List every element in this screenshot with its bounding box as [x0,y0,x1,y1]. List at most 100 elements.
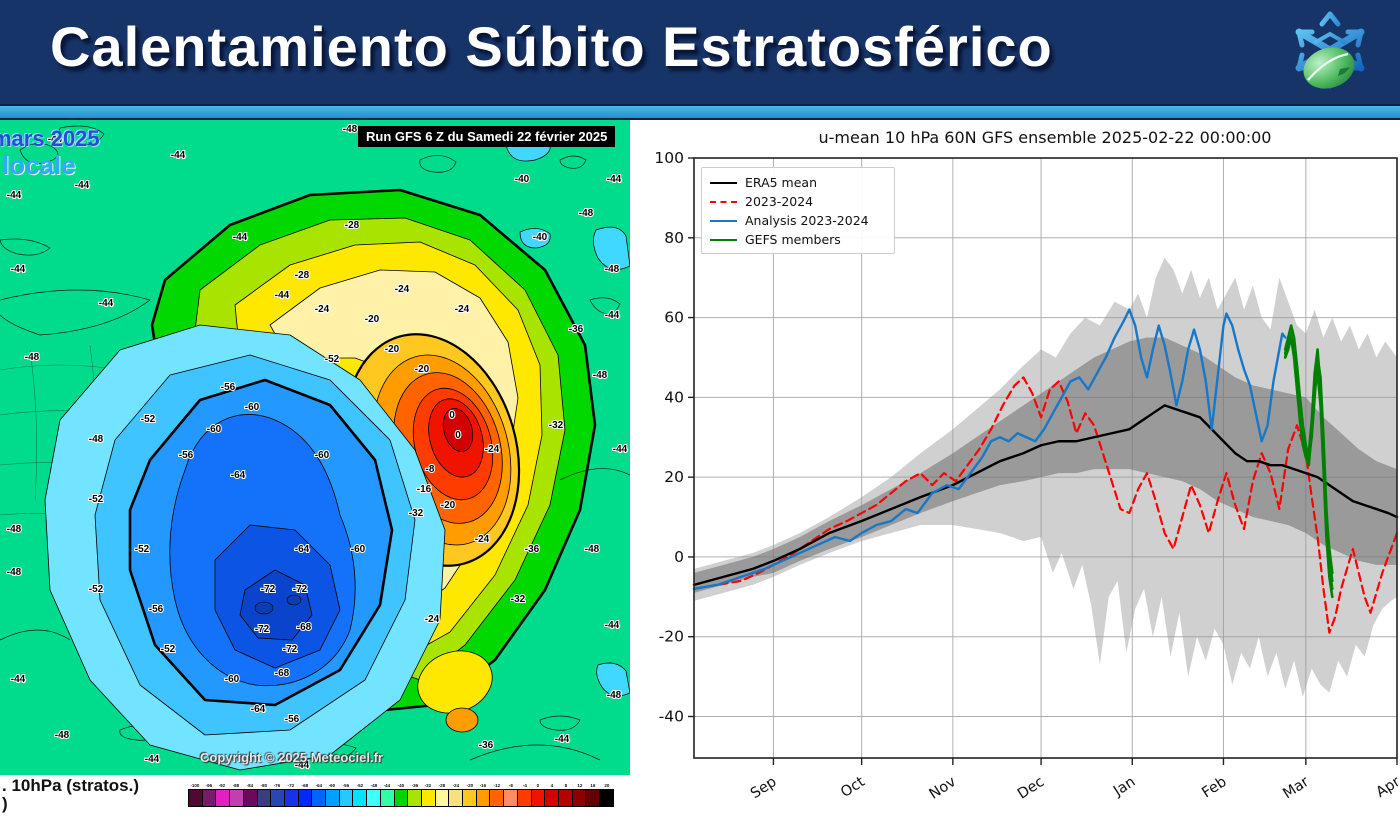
map-parameter-label: . 10hPa (stratos.)) [2,776,139,813]
contour-label: -44 [613,444,628,455]
contour-label: -52 [161,644,176,655]
colorbar-tick: -44 [383,783,391,789]
colorbar-tick: -4 [522,783,527,789]
legend-item-era5: ERA5 mean [710,173,886,192]
chart-plot-area: 100 80 60 40 20 0 -20 -40 Sep Oct Nov Dec Jan Feb Mar A… [654,149,1400,803]
contour-label: -36 [525,544,540,555]
warm-region [150,188,597,733]
y-tick-label: 20 [664,468,684,486]
colorbar-tick: -40 [397,783,405,789]
colorbar-tick: -52 [356,783,363,789]
colorbar-tick: -96 [205,783,212,789]
colorbar-cell [476,790,491,806]
colorbar-cell [230,790,244,806]
colorbar-cell [353,790,368,806]
x-tick-label: Feb [1199,774,1229,801]
colorbar-cell [312,790,327,806]
colorbar-cells [188,789,614,807]
contour-label: -56 [285,714,300,725]
contour-label: -64 [231,470,246,481]
contour-label: -44 [99,298,114,309]
colorbar-tick: -8 [508,783,513,789]
colorbar-cell [216,790,231,806]
colorbar-tick: -36 [411,783,418,789]
contour-label: -36 [569,324,584,335]
contour-label: -24 [485,444,500,455]
colorbar-cell [257,790,272,806]
y-tick-label: -40 [659,708,684,726]
colorbar-tick: -60 [328,783,336,789]
contour-label: -24 [395,284,410,295]
colorbar-tick: -56 [342,783,350,789]
contour-label: -20 [441,500,456,511]
contour-label: -32 [549,420,564,431]
chart-title: u-mean 10 hPa 60N GFS ensemble 2025-02-2… [818,128,1272,147]
map-footer: . 10hPa (stratos.)) -100 -96 -92 -88 -84 -80-… [0,775,630,817]
colorbar-tick: -32 [425,783,432,789]
contour-label: -44 [607,174,622,185]
contour-label: -60 [207,424,222,435]
contour-label: -28 [295,270,310,281]
title-banner: Calentamiento Súbito Estratosférico [0,0,1400,104]
contour-label: -20 [415,364,430,375]
contour-label: -56 [149,604,164,615]
contour-label: -44 [7,190,22,201]
colorbar-tick: -48 [370,783,377,789]
map-graphic: -44 -44 -44 -44 -48 -48 -44 -40 -44 -44 -44 -44 -48 -… [0,120,630,775]
colorbar-tick: 12 [576,783,582,789]
contour-label: -72 [293,584,308,595]
contour-label: -44 [11,674,26,685]
model-run-label: Run GFS 6 Z du Samedi 22 février 2025 [358,126,616,147]
colorbar-cell [298,790,313,806]
era5-line-swatch [710,181,737,184]
y-tick-label: 60 [664,309,684,327]
colorbar-tick: 20 [604,783,610,789]
colorbar-tick: -24 [452,783,460,789]
contour-label: -48 [579,208,594,219]
colorbar-tick: 16 [590,783,596,789]
contour-label: -48 [343,124,358,135]
contour-label: -52 [89,494,104,505]
contour-label: -48 [585,544,600,555]
contour-label: -44 [233,232,248,243]
colorbar-tick: -84 [246,783,254,789]
contour-label: -16 [417,484,432,495]
divider-stripe [0,104,1400,120]
x-tick-label: Sep [748,774,780,802]
contour-label: -44 [605,310,620,321]
colorbar-tick: -100 [190,783,200,789]
y-tick-label: 0 [674,548,684,566]
legend-item-analysis: Analysis 2023-2024 [710,211,886,230]
contour-label: -68 [275,668,290,679]
contour-label: -48 [605,264,620,275]
contour-label: -24 [475,534,490,545]
colorbar-cell [421,790,436,806]
colorbar-cell [367,790,381,806]
contour-label: -40 [515,174,530,185]
line-2023-2024 [692,376,1399,634]
colorbar-tick: -12 [493,783,501,789]
contour-label: -48 [89,434,104,445]
contour-label: -44 [11,264,26,275]
axes-frame [693,157,1398,759]
colorbar-cell [463,790,477,806]
map-date-label: mars 2025 [0,126,100,151]
cold-region [44,324,446,771]
colorbar-tick: 8 [564,783,567,789]
gefs-line-swatch [710,238,737,241]
contour-label: -52 [89,584,104,595]
contour-label: 0 [449,410,455,421]
map-locale-label: locale [2,150,76,180]
colorbar-cell [408,790,422,806]
contour-label: -32 [409,508,424,519]
colorbar-tick: -76 [274,783,281,789]
y-tick-label: 40 [664,388,684,406]
contour-labels: -44 -44 -44 -44 -48 -48 -44 -40 -44 -44 -44 -44 -48 -… [6,123,629,772]
contour-label: -60 [351,544,366,555]
contour-label: -72 [283,644,298,655]
contour-label: -48 [607,690,622,701]
contour-label: -52 [141,414,156,425]
colorbar-cell [189,790,203,806]
colorbar-tick: 4 [550,783,554,789]
contour-label: -48 [55,730,70,741]
